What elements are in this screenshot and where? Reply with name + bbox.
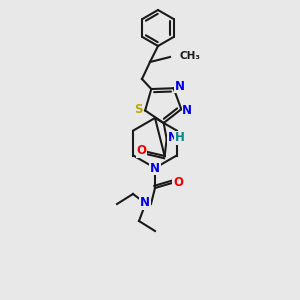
Text: N: N (182, 104, 192, 117)
Text: H: H (175, 131, 184, 145)
Text: N: N (150, 161, 160, 175)
Text: O: O (137, 145, 147, 158)
Text: N: N (140, 196, 150, 209)
Text: S: S (134, 103, 142, 116)
Text: O: O (173, 176, 183, 188)
Text: N: N (175, 80, 184, 93)
Text: N: N (168, 131, 178, 145)
Text: CH₃: CH₃ (180, 51, 201, 61)
